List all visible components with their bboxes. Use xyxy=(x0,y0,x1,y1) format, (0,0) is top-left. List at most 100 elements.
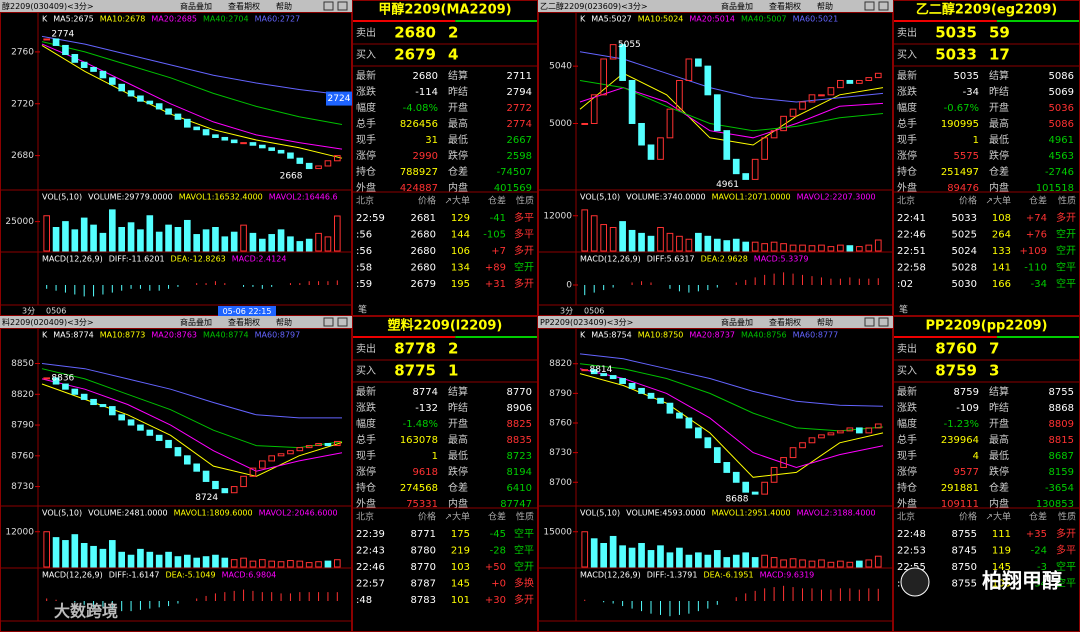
window-button[interactable] xyxy=(864,1,875,11)
candle xyxy=(230,139,238,144)
tick-cell: -110 xyxy=(1024,263,1047,274)
window-button[interactable] xyxy=(864,317,875,327)
volume-bar xyxy=(118,551,125,568)
candle xyxy=(259,460,266,469)
ma-label: MA10:8773 xyxy=(100,331,146,340)
toolbar-button[interactable]: 商品叠加 xyxy=(721,317,753,327)
stat-value: 2667 xyxy=(507,135,532,146)
candle xyxy=(732,158,740,175)
stat-label: 外盘 xyxy=(356,181,376,194)
tick-header: ↗大单 xyxy=(985,195,1011,207)
candle xyxy=(202,470,210,482)
stat-label: 持仓 xyxy=(897,165,917,178)
volume-bar xyxy=(808,560,816,568)
candle xyxy=(155,434,163,441)
stat-label: 内盘 xyxy=(989,497,1009,510)
candle xyxy=(742,173,750,180)
toolbar-button[interactable]: 商品叠加 xyxy=(180,317,212,327)
volume-bar xyxy=(581,531,589,568)
y-tick-label: 2720 xyxy=(11,99,34,109)
toolbar-button[interactable]: 查看期权 xyxy=(769,1,801,11)
stat-value: 401569 xyxy=(494,183,532,194)
toolbar-button[interactable]: 帮助 xyxy=(817,317,833,327)
candle xyxy=(657,397,664,404)
ma-label: MA10:8750 xyxy=(638,331,684,340)
stat-value: -1.48% xyxy=(403,419,438,430)
window-button[interactable] xyxy=(878,1,889,11)
volume-label: VOLUME:4593.0000 xyxy=(626,509,705,518)
macd-label: DIFF:-1.3791 xyxy=(647,571,698,580)
macd-label: DEA:2.9628 xyxy=(701,255,748,264)
volume-bar xyxy=(713,238,721,252)
ma-label: MA10:5024 xyxy=(638,15,684,24)
tick-header: 价格 xyxy=(418,195,436,207)
candle xyxy=(287,152,294,159)
y-tick-label: 8700 xyxy=(549,478,572,488)
tick-cell: 22:46 xyxy=(356,562,385,573)
candle xyxy=(855,427,863,434)
ma-label: MA60:8777 xyxy=(793,331,839,340)
stat-label: 开盘 xyxy=(989,101,1009,114)
toolbar-button[interactable]: 商品叠加 xyxy=(721,1,753,11)
volume-bar xyxy=(80,217,88,252)
volume-bar xyxy=(137,229,144,252)
stat-label: 现手 xyxy=(356,449,376,462)
ma-label: MA5:2675 xyxy=(53,15,94,24)
tick-cell: :02 xyxy=(897,279,913,290)
watermark-logo xyxy=(900,567,930,597)
tick-cell: 5028 xyxy=(952,263,977,274)
macd-label: DEA:-6.1951 xyxy=(703,571,753,580)
volume-bar xyxy=(600,224,608,252)
stat-label: 最低 xyxy=(448,133,468,146)
stat-label: 涨跌 xyxy=(897,85,917,98)
order-volume: 2 xyxy=(448,24,458,42)
window-button[interactable] xyxy=(323,1,334,11)
volume-label: MAVOL1:2071.0000 xyxy=(712,193,791,202)
stat-label: 结算 xyxy=(989,69,1009,82)
candle xyxy=(174,113,182,120)
window-button[interactable] xyxy=(323,317,334,327)
toolbar-button[interactable]: 商品叠加 xyxy=(180,1,212,11)
stat-label: 最低 xyxy=(989,133,1009,146)
candle xyxy=(43,377,50,380)
tick-cell: 多平 xyxy=(1056,544,1076,557)
toolbar-button[interactable]: 帮助 xyxy=(276,1,292,11)
ma-label: K xyxy=(42,15,48,24)
volume-bar xyxy=(137,548,144,568)
volume-bar xyxy=(287,560,294,568)
toolbar-button[interactable]: 帮助 xyxy=(817,1,833,11)
quote-bar-red xyxy=(353,20,456,22)
candle xyxy=(305,162,313,170)
stat-label: 涨跌 xyxy=(356,85,376,98)
toolbar-button[interactable]: 查看期权 xyxy=(228,317,260,327)
toolbar-button[interactable]: 帮助 xyxy=(276,317,292,327)
candle xyxy=(846,427,854,432)
stat-value: 8825 xyxy=(507,419,532,430)
macd-label: MACD:9.6319 xyxy=(760,571,815,580)
ma-label: MA5:8754 xyxy=(591,331,632,340)
toolbar-button[interactable]: 查看期权 xyxy=(228,1,260,11)
volume-label: MAVOL2:2207.3000 xyxy=(797,193,876,202)
stat-value: 5035 xyxy=(954,71,979,82)
stat-label: 最高 xyxy=(448,117,468,130)
window-button[interactable] xyxy=(878,317,889,327)
cursor-price: 2724 xyxy=(328,94,351,104)
volume-bar xyxy=(723,240,731,252)
volume-bar xyxy=(647,550,655,568)
candle xyxy=(221,136,229,141)
toolbar-button[interactable]: 查看期权 xyxy=(769,317,801,327)
stat-value: 8774 xyxy=(413,387,438,398)
tick-cell: 106 xyxy=(451,246,470,257)
tick-cell: -105 xyxy=(483,230,506,241)
low-label: 2668 xyxy=(280,172,303,182)
candle xyxy=(80,393,88,400)
stat-label: 昨结 xyxy=(448,85,468,98)
ma-label: K xyxy=(580,15,586,24)
tick-cell: 108 xyxy=(992,213,1011,224)
stat-label: 昨结 xyxy=(448,401,468,414)
tick-cell: 8783 xyxy=(411,595,436,606)
window-button[interactable] xyxy=(337,317,348,327)
window-button[interactable] xyxy=(337,1,348,11)
ma-label: K xyxy=(42,331,48,340)
